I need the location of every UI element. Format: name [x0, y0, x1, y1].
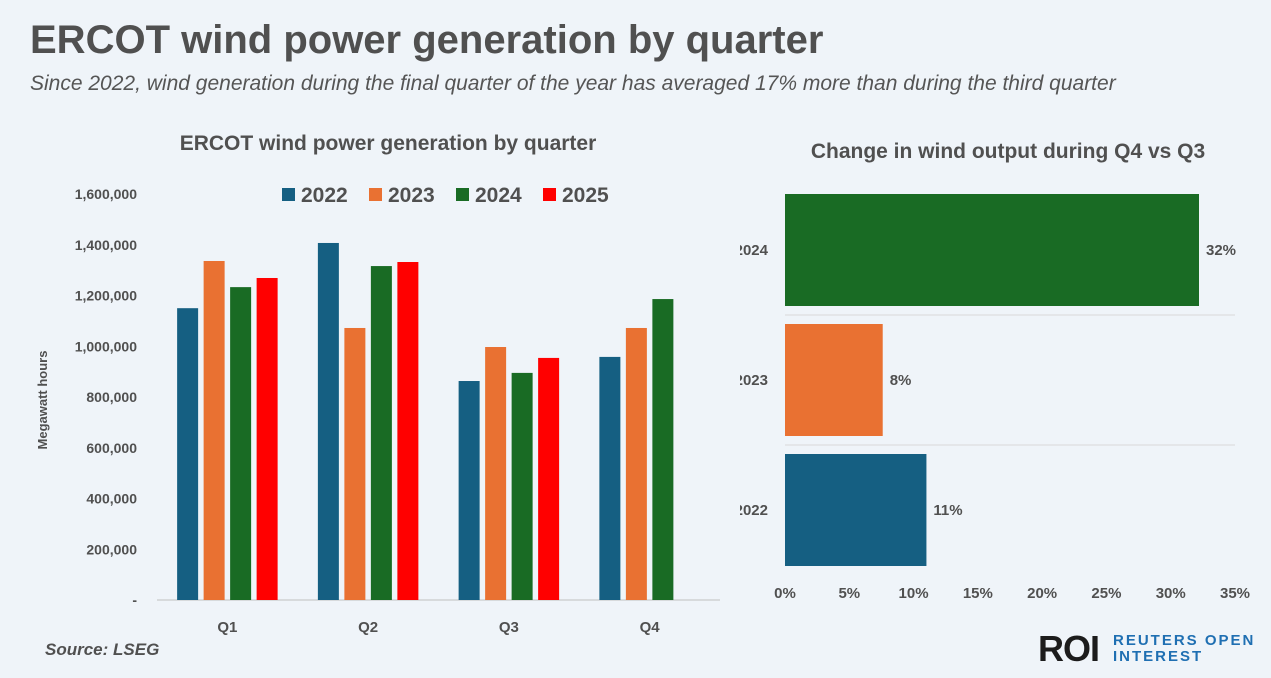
y-tick-label: 1,400,000 [75, 237, 137, 253]
bar-2024 [785, 194, 1199, 306]
data-label-2022: 11% [933, 502, 962, 519]
logo-text-line1: REUTERS OPEN [1113, 632, 1256, 649]
q4-vs-q3-change-chart: Change in wind output during Q4 vs Q3 202… [740, 140, 1250, 602]
y-tick-label: 2024 [740, 242, 769, 259]
x-tick-label: Q1 [217, 619, 237, 636]
bar-Q4-2024 [652, 299, 674, 600]
legend-label-2023: 2023 [388, 184, 435, 207]
y-tick-label: 1,200,000 [75, 288, 137, 304]
legend-label-2022: 2022 [301, 184, 348, 207]
data-label-2024: 32% [1206, 242, 1236, 259]
legend-label-2025: 2025 [562, 184, 609, 207]
data-label-2023: 8% [890, 372, 912, 389]
bar-Q4-2022 [599, 356, 621, 600]
legend-swatch-2024 [456, 188, 469, 201]
y-tick-label: - [132, 592, 137, 608]
x-tick-label: 10% [899, 585, 929, 602]
x-tick-label: Q2 [358, 619, 378, 636]
x-tick-label: Q3 [499, 619, 519, 636]
bar-Q2-2025 [397, 262, 419, 600]
y-tick-label: 1,000,000 [75, 338, 137, 354]
x-tick-label: 5% [838, 585, 860, 602]
legend-swatch-2023 [369, 188, 382, 201]
x-tick-label: Q4 [640, 619, 661, 636]
x-tick-label: 0% [774, 585, 796, 602]
page-subtitle: Since 2022, wind generation during the f… [30, 72, 1116, 95]
x-tick-label: 35% [1220, 585, 1250, 602]
x-tick-label: 30% [1156, 585, 1186, 602]
x-tick-label: 15% [963, 585, 993, 602]
y-axis-label: Megawatt hours [35, 351, 50, 450]
bar-Q1-2024 [230, 287, 252, 600]
y-tick-label: 2023 [740, 372, 768, 389]
bar-Q3-2025 [538, 357, 560, 600]
bar-Q2-2023 [344, 327, 366, 600]
x-tick-label: 25% [1091, 585, 1121, 602]
legend-label-2024: 2024 [475, 184, 522, 207]
legend-swatch-2025 [543, 188, 556, 201]
bar-Q2-2022 [317, 242, 339, 600]
bar-Q3-2022 [458, 381, 480, 600]
quarterly-generation-chart: ERCOT wind power generation by quarter - 2… [35, 132, 720, 636]
legend-swatch-2022 [282, 188, 295, 201]
y-tick-label: 1,600,000 [75, 186, 137, 202]
bar-Q1-2022 [177, 308, 199, 600]
y-tick-label: 200,000 [86, 541, 137, 557]
y-tick-label: 2022 [740, 502, 768, 519]
bar-2023 [785, 324, 883, 436]
bar-Q4-2023 [625, 327, 647, 600]
bar-2022 [785, 454, 927, 566]
page-title: ERCOT wind power generation by quarter [30, 18, 824, 62]
bar-Q3-2023 [485, 347, 507, 600]
chart-title: Change in wind output during Q4 vs Q3 [811, 140, 1205, 163]
bar-Q2-2024 [370, 266, 392, 600]
bar-Q1-2025 [256, 277, 278, 600]
logo-text-line2: INTEREST [1113, 648, 1204, 665]
source-note: Source: LSEG [45, 640, 160, 659]
logo-mark: ROI [1038, 628, 1100, 669]
x-tick-label: 20% [1027, 585, 1057, 602]
y-tick-label: 400,000 [86, 491, 137, 507]
y-tick-label: 800,000 [86, 389, 137, 405]
chart-title: ERCOT wind power generation by quarter [180, 132, 597, 155]
y-tick-label: 600,000 [86, 440, 137, 456]
roi-logo: ROI REUTERS OPEN INTEREST [1038, 628, 1255, 670]
bar-Q3-2024 [511, 372, 533, 600]
logo-text: REUTERS OPEN INTEREST [1113, 633, 1255, 665]
bar-Q1-2023 [203, 260, 225, 600]
